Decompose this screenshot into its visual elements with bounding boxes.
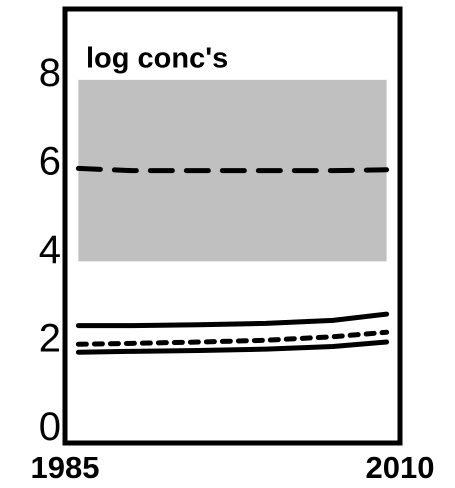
chart-title: log conc's [86, 43, 228, 75]
y-tick-label: 2 [39, 316, 61, 360]
y-tick-label: 0 [39, 405, 61, 449]
series-line [75, 311, 390, 329]
x-tick-label: 2010 [366, 450, 435, 485]
y-tick-label: 6 [39, 139, 61, 183]
series-line [75, 165, 390, 174]
y-tick-label: 8 [39, 51, 61, 95]
series-line [75, 329, 390, 347]
y-tick-label: 4 [39, 228, 61, 272]
x-tick-label: 1985 [31, 450, 100, 485]
plot-frame [62, 6, 403, 446]
series-line [75, 339, 390, 355]
